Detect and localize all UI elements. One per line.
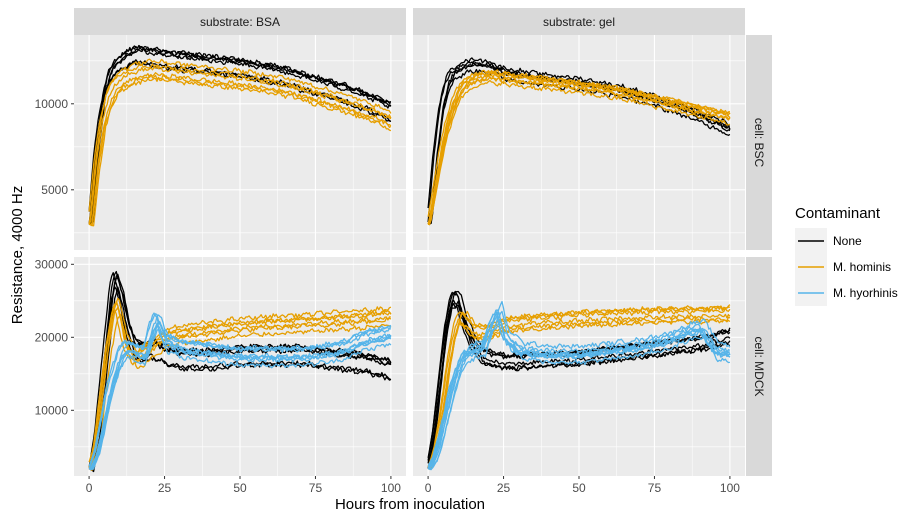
- series-line-m-hyorhinis-3: [427, 313, 731, 470]
- y-tick-label: 10000: [35, 97, 69, 111]
- facet-strip-top-1: substrate: gel: [413, 8, 745, 35]
- facet-strip-label: cell: MDCK: [752, 336, 766, 396]
- legend: Contaminant None M. hominis M. hyorhinis: [795, 205, 898, 306]
- facet-strip-right-1: cell: MDCK: [746, 257, 772, 476]
- facet-panel-2: 10000 20000 30000 0 25 50 75 100: [35, 257, 406, 495]
- series-line-m-hyorhinis-6: [88, 312, 392, 467]
- x-axis-title: Hours from inoculation: [335, 496, 485, 513]
- y-tick-label: 5000: [41, 183, 68, 197]
- series-lines: [88, 44, 392, 227]
- series-line-none-5: [88, 46, 392, 225]
- x-tick-label: 75: [309, 481, 323, 495]
- series-line-none-3: [427, 68, 731, 226]
- series-lines: [88, 270, 392, 473]
- series-line-m-hyorhinis-2: [88, 328, 392, 471]
- facet-panels: 5000 10000 10000 20000 30000 0 25 50 75 100 0 25 50 7…: [35, 35, 745, 495]
- x-tick-label: 50: [233, 481, 247, 495]
- x-tick-label: 100: [381, 481, 401, 495]
- legend-item-m-hyorhinis: M. hyorhinis: [795, 280, 898, 306]
- series-lines: [427, 290, 731, 471]
- y-axis-title: Resistance, 4000 Hz: [9, 186, 26, 324]
- series-line-m-hominis-5: [88, 63, 392, 212]
- series-line-m-hyorhinis-6: [427, 320, 730, 471]
- legend-item-none: None: [795, 228, 862, 254]
- facet-strip-label: substrate: BSA: [200, 15, 280, 29]
- x-tick-label: 0: [425, 481, 432, 495]
- legend-item-m-hominis: M. hominis: [795, 254, 891, 280]
- series-line-m-hominis-5: [427, 71, 731, 225]
- facet-strip-label: cell: BSC: [752, 118, 766, 168]
- series-line-none-3: [88, 48, 392, 225]
- legend-label: M. hyorhinis: [833, 286, 898, 300]
- facet-panel-0: 5000 10000: [35, 35, 406, 250]
- series-line-m-hominis-3: [88, 72, 392, 226]
- legend-label: M. hominis: [833, 260, 891, 274]
- y-tick-label: 10000: [35, 403, 69, 417]
- series-line-m-hominis-1: [427, 313, 731, 468]
- series-line-m-hominis-6: [427, 69, 731, 225]
- series-line-m-hyorhinis-5: [427, 309, 731, 467]
- facet-panel-1: [413, 35, 745, 250]
- series-line-m-hominis-3: [88, 297, 392, 470]
- y-tick-label: 30000: [35, 257, 69, 271]
- series-line-m-hominis-5: [88, 300, 392, 469]
- facet-panel-3: 0 25 50 75 100: [413, 257, 745, 495]
- y-tick-label: 20000: [35, 330, 69, 344]
- series-line-m-hominis-0: [88, 314, 392, 471]
- series-line-m-hyorhinis-4: [427, 313, 731, 468]
- series-line-m-hominis-5: [428, 307, 731, 470]
- facet-strip-top-0: substrate: BSA: [74, 8, 406, 35]
- series-line-m-hominis-2: [427, 316, 731, 470]
- legend-title: Contaminant: [795, 205, 881, 222]
- series-line-m-hominis-1: [427, 79, 731, 226]
- legend-label: None: [833, 234, 862, 248]
- series-line-m-hominis-1: [88, 58, 392, 225]
- facet-strip-label: substrate: gel: [543, 15, 615, 29]
- series-line-m-hominis-2: [88, 306, 391, 470]
- series-line-m-hyorhinis-7: [427, 300, 731, 470]
- x-tick-label: 0: [86, 481, 93, 495]
- x-tick-label: 25: [497, 481, 511, 495]
- series-line-m-hominis-4: [427, 76, 731, 225]
- series-line-m-hominis-2: [88, 76, 392, 227]
- x-tick-label: 75: [648, 481, 662, 495]
- x-tick-label: 50: [572, 481, 586, 495]
- x-tick-label: 25: [158, 481, 172, 495]
- series-line-m-hyorhinis-7: [89, 325, 392, 470]
- series-line-m-hominis-4: [88, 308, 392, 463]
- series-line-none-4: [427, 302, 731, 469]
- series-lines: [427, 57, 731, 226]
- facet-strip-right-0: cell: BSC: [746, 35, 772, 250]
- x-tick-label: 100: [720, 481, 740, 495]
